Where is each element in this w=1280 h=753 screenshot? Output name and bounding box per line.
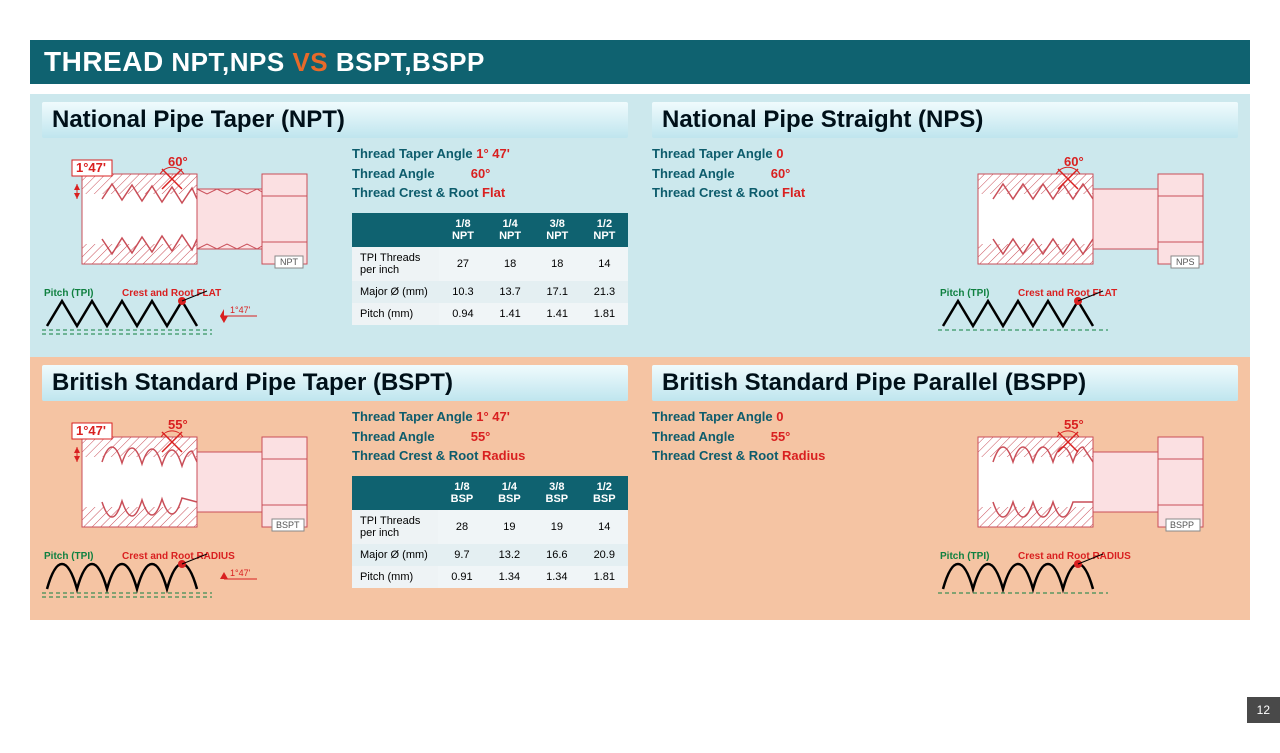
table-cell: Major Ø (mm) [352, 281, 439, 303]
table-cell: 19 [533, 510, 580, 544]
svg-text:Pitch (TPI): Pitch (TPI) [44, 551, 93, 562]
table-cell: 1.81 [581, 303, 628, 325]
bspp-specs: Thread Taper Angle 0 Thread Angle 55° Th… [652, 407, 912, 466]
svg-text:1°47': 1°47' [76, 423, 106, 438]
table-cell: 13.2 [486, 544, 533, 566]
table-cell: TPI Threads per inch [352, 510, 438, 544]
panel-bspp: British Standard Pipe Parallel (BSPP) Th… [640, 357, 1250, 620]
table-header: 3/8 BSP [533, 476, 580, 510]
svg-text:Crest and Root FLAT: Crest and Root FLAT [1018, 288, 1117, 299]
table-header: 1/2 NPT [581, 213, 628, 247]
table-row: Major Ø (mm)9.713.216.620.9 [352, 544, 628, 566]
table-cell: 1.81 [581, 566, 628, 588]
bspt-profile: Pitch (TPI) Crest and Root RADIUS 1°47' [42, 549, 262, 604]
table-cell: 13.7 [487, 281, 534, 303]
bspt-title: British Standard Pipe Taper (BSPT) [42, 365, 628, 401]
table-header: 1/2 BSP [581, 476, 628, 510]
table-cell: Pitch (mm) [352, 566, 438, 588]
table-cell: 28 [438, 510, 485, 544]
npt-diagram: 60° 1°47' NPT [42, 144, 312, 284]
svg-text:NPS: NPS [1176, 257, 1195, 267]
table-cell: 18 [534, 247, 581, 281]
svg-text:1°47': 1°47' [76, 160, 106, 175]
title-word3: BSPT,BSPP [336, 47, 485, 77]
panel-grid: National Pipe Taper (NPT) [30, 94, 1250, 620]
svg-text:Crest and Root FLAT: Crest and Root FLAT [122, 288, 221, 299]
nps-title: National Pipe Straight (NPS) [652, 102, 1238, 138]
table-cell: Major Ø (mm) [352, 544, 438, 566]
bsp-table: 1/8 BSP1/4 BSP3/8 BSP1/2 BSP TPI Threads… [352, 476, 628, 588]
nps-specs: Thread Taper Angle 0 Thread Angle 60° Th… [652, 144, 912, 203]
panel-npt: National Pipe Taper (NPT) [30, 94, 640, 357]
svg-text:BSPT: BSPT [276, 520, 300, 530]
page-title-bar: THREAD NPT,NPS VS BSPT,BSPP [30, 40, 1250, 84]
table-row: TPI Threads per inch28191914 [352, 510, 628, 544]
table-cell: 0.91 [438, 566, 485, 588]
svg-text:1°47': 1°47' [230, 568, 251, 578]
bspp-diagram: 55° BSPP [938, 407, 1208, 547]
page-number: 12 [1247, 697, 1280, 723]
table-cell: 21.3 [581, 281, 628, 303]
bspt-diagram: 55° 1°47' BSPT [42, 407, 312, 547]
title-word1: THREAD [44, 46, 164, 77]
table-cell: 9.7 [438, 544, 485, 566]
table-cell: 19 [486, 510, 533, 544]
table-row: Pitch (mm)0.941.411.411.81 [352, 303, 628, 325]
bspt-specs: Thread Taper Angle 1° 47' Thread Angle 5… [352, 407, 628, 466]
table-row: Major Ø (mm)10.313.717.121.3 [352, 281, 628, 303]
table-header: 1/8 BSP [438, 476, 485, 510]
table-cell: 0.94 [439, 303, 486, 325]
svg-text:Crest and Root RADIUS: Crest and Root RADIUS [1018, 551, 1131, 562]
npt-specs: Thread Taper Angle 1° 47' Thread Angle 6… [352, 144, 628, 203]
bspp-title: British Standard Pipe Parallel (BSPP) [652, 365, 1238, 401]
panel-nps: National Pipe Straight (NPS) Thread Tape… [640, 94, 1250, 357]
svg-text:55°: 55° [168, 417, 188, 432]
npt-title: National Pipe Taper (NPT) [42, 102, 628, 138]
table-cell: 17.1 [534, 281, 581, 303]
table-row: TPI Threads per inch27181814 [352, 247, 628, 281]
title-word2: NPT,NPS [171, 47, 284, 77]
table-header: 3/8 NPT [534, 213, 581, 247]
npt-table: 1/8 NPT1/4 NPT3/8 NPT1/2 NPT TPI Threads… [352, 213, 628, 325]
table-header: 1/4 BSP [486, 476, 533, 510]
svg-text:Pitch (TPI): Pitch (TPI) [940, 551, 989, 562]
table-header: 1/4 NPT [487, 213, 534, 247]
nps-profile: Pitch (TPI) Crest and Root FLAT [938, 286, 1158, 341]
svg-text:60°: 60° [168, 154, 188, 169]
table-cell: 27 [439, 247, 486, 281]
svg-text:Pitch (TPI): Pitch (TPI) [44, 288, 93, 299]
table-cell: 1.41 [487, 303, 534, 325]
table-cell: TPI Threads per inch [352, 247, 439, 281]
table-cell: 1.34 [533, 566, 580, 588]
panel-bspt: British Standard Pipe Taper (BSPT) [30, 357, 640, 620]
svg-text:55°: 55° [1064, 417, 1084, 432]
table-header: 1/8 NPT [439, 213, 486, 247]
title-vs: VS [292, 47, 328, 77]
table-header [352, 213, 439, 247]
table-cell: 1.41 [534, 303, 581, 325]
table-cell: 10.3 [439, 281, 486, 303]
svg-text:NPT: NPT [280, 257, 299, 267]
svg-text:Crest and Root RADIUS: Crest and Root RADIUS [122, 551, 235, 562]
svg-text:60°: 60° [1064, 154, 1084, 169]
table-cell: 20.9 [581, 544, 628, 566]
table-cell: Pitch (mm) [352, 303, 439, 325]
nps-diagram: 60° NPS [938, 144, 1208, 284]
npt-profile: Pitch (TPI) Crest and Root FLAT 1°47' [42, 286, 262, 341]
table-cell: 18 [487, 247, 534, 281]
svg-text:Pitch (TPI): Pitch (TPI) [940, 288, 989, 299]
table-cell: 14 [581, 247, 628, 281]
table-cell: 14 [581, 510, 628, 544]
bspp-profile: Pitch (TPI) Crest and Root RADIUS [938, 549, 1158, 604]
table-cell: 16.6 [533, 544, 580, 566]
table-header [352, 476, 438, 510]
svg-text:BSPP: BSPP [1170, 520, 1194, 530]
table-row: Pitch (mm)0.911.341.341.81 [352, 566, 628, 588]
svg-text:1°47': 1°47' [230, 305, 251, 315]
table-cell: 1.34 [486, 566, 533, 588]
